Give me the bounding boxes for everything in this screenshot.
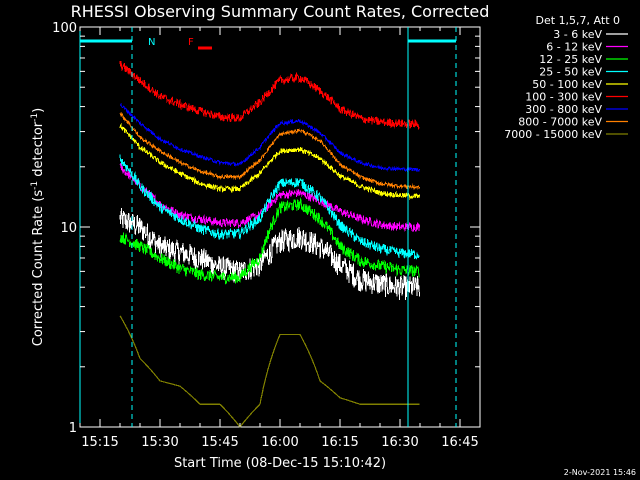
data-layer (119, 61, 420, 428)
legend-label-4: 50 - 100 keV (532, 78, 602, 91)
x-tick-label-4: 16:15 (321, 435, 358, 450)
series-line-8 (119, 315, 420, 428)
annotation-label-0: N (148, 37, 155, 48)
x-tick-label-2: 15:45 (201, 435, 238, 450)
x-tick-label-3: 16:00 (261, 435, 298, 450)
x-tick-label-1: 15:30 (141, 435, 178, 450)
footer-date: 2-Nov-2021 15:46 (564, 468, 636, 477)
x-tick-label-0: 15:15 (81, 435, 118, 450)
x-tick-label-5: 16:30 (381, 435, 418, 450)
x-tick-label-6: 16:45 (441, 435, 478, 450)
y-tick-label-0: 1 (69, 421, 77, 436)
series-line-5 (119, 61, 420, 130)
series-line-6 (119, 102, 420, 173)
y-tick-label-2: 100 (52, 21, 77, 36)
series-line-4 (119, 122, 420, 200)
annotation-label-1: F (188, 37, 194, 48)
legend-label-7: 800 - 7000 keV (518, 116, 602, 129)
legend-label-3: 25 - 50 keV (539, 66, 602, 79)
legend-label-8: 7000 - 15000 keV (504, 128, 602, 141)
chart-title: RHESSI Observing Summary Count Rates, Co… (71, 2, 490, 21)
legend-label-5: 100 - 300 keV (525, 91, 602, 104)
legend-label-6: 300 - 800 keV (525, 103, 602, 116)
series-line-3 (119, 154, 420, 260)
series-line-7 (119, 112, 420, 190)
legend-label-0: 3 - 6 keV (553, 28, 602, 41)
legend-title: Det 1,5,7, Att 0 (536, 14, 620, 27)
y-tick-label-1: 10 (60, 221, 77, 236)
series-line-2 (119, 197, 420, 285)
legend-label-2: 12 - 25 keV (539, 53, 602, 66)
x-axis-label: Start Time (08-Dec-15 15:10:42) (174, 456, 386, 471)
legend-label-1: 6 - 12 keV (546, 41, 602, 54)
axes: 1 10 100 15:15 15:30 15:45 16:00 16:15 16:30 16:4… (52, 21, 481, 450)
y-axis-label: Corrected Count Rate (s-1 detector-1) (30, 108, 46, 346)
